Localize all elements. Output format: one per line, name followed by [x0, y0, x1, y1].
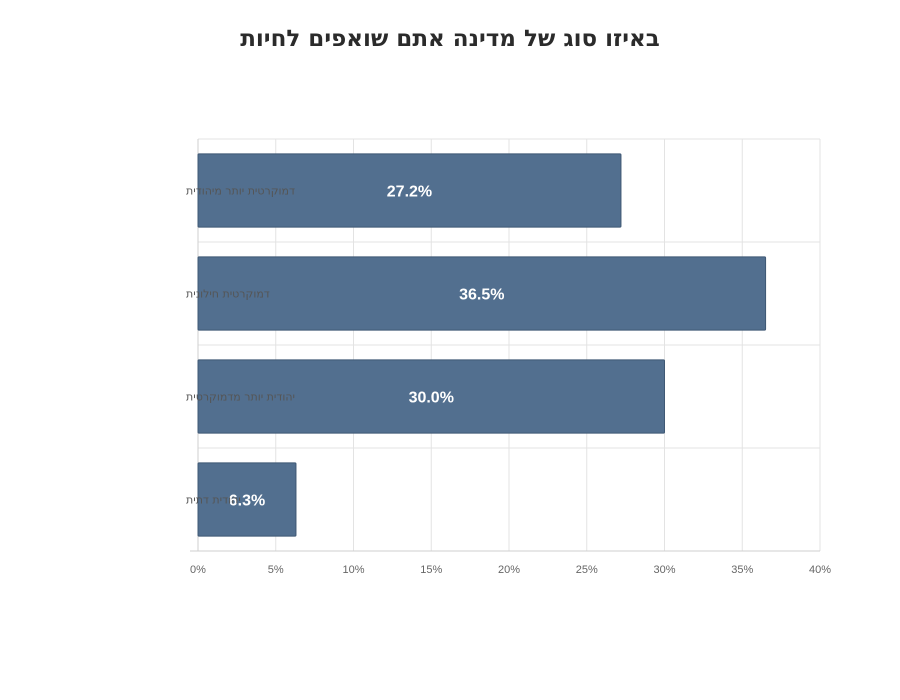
x-tick-label: 15%	[420, 564, 442, 576]
bar-data-label: 36.5%	[459, 287, 504, 304]
bar	[197, 256, 767, 331]
bar	[197, 462, 297, 537]
x-tick-label: 35%	[731, 564, 753, 576]
category-label: יהודית דתית	[186, 494, 241, 507]
category-label: דמוקרטית יותר מיהודית	[186, 185, 295, 198]
category-label: דמוקרטית חילונית	[186, 288, 270, 301]
bar-data-label: 6.3%	[229, 493, 265, 510]
category-label: יהודית יותר מדמוקרטית	[186, 391, 295, 404]
x-tick-label: 0%	[190, 564, 206, 576]
bar-data-label: 27.2%	[387, 184, 432, 201]
x-tick-label: 5%	[268, 564, 284, 576]
x-tick-label: 30%	[653, 564, 675, 576]
x-tick-label: 10%	[342, 564, 364, 576]
bar	[197, 359, 665, 434]
x-tick-label: 25%	[576, 564, 598, 576]
x-tick-label: 40%	[809, 564, 831, 576]
chart-title: באיזו סוג של מדינה אתם שואפים לחיות	[240, 26, 660, 52]
bars-layer	[197, 153, 767, 537]
labels-layer: 0% 5% 10% 15% 20% 25% 30% 35% 40% 27.2% דמוקרטית י…	[186, 184, 831, 577]
x-tick-label: 20%	[498, 564, 520, 576]
bar-data-label: 30.0%	[409, 390, 454, 407]
bar	[197, 153, 622, 228]
